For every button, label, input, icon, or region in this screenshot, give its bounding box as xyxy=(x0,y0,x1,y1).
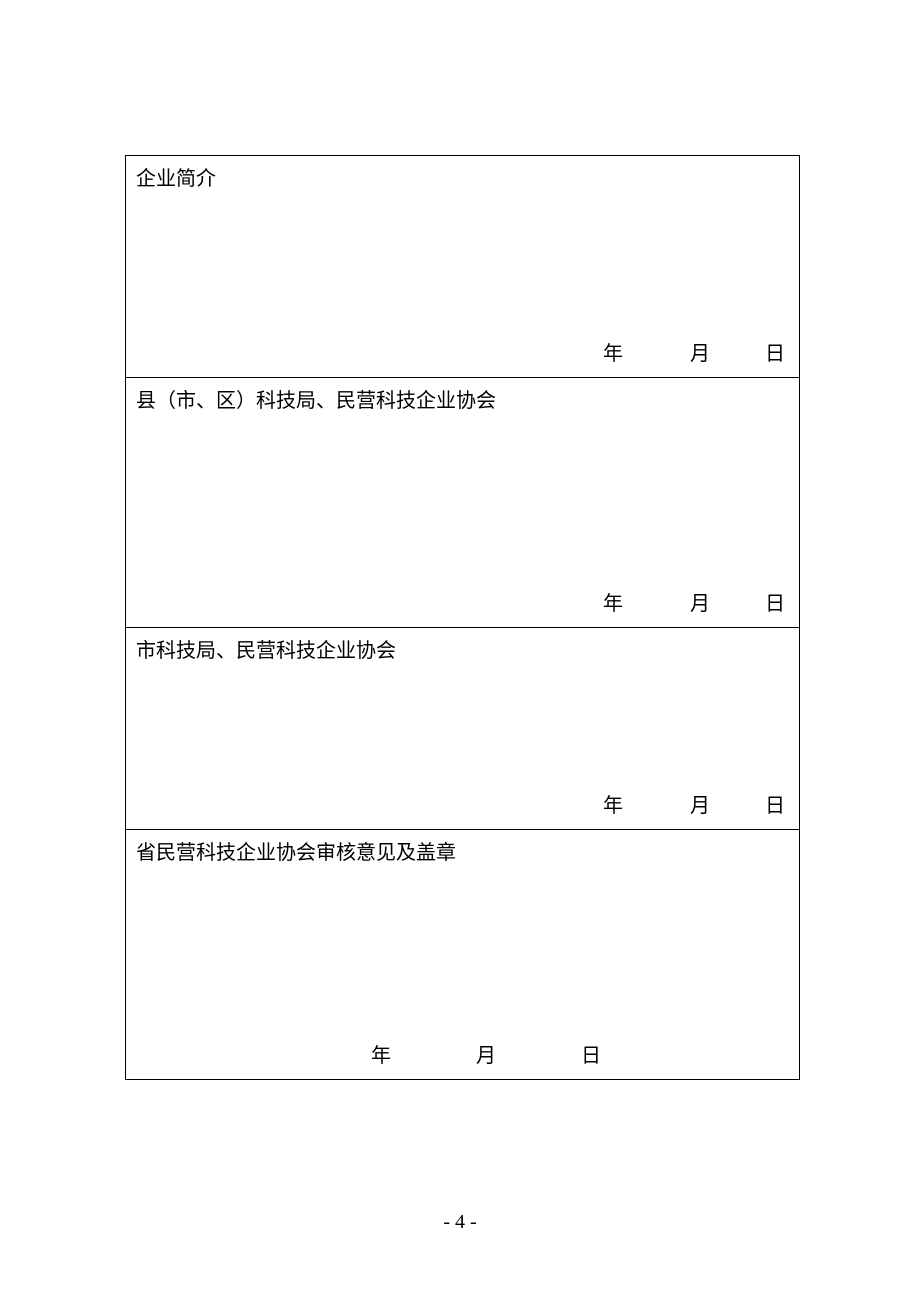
city-bureau-label: 市科技局、民营科技企业协会 xyxy=(136,636,789,666)
city-bureau-cell[interactable]: 市科技局、民营科技企业协会 年 月 日 xyxy=(126,628,800,830)
row1-month: 月 xyxy=(628,339,710,369)
row3-day: 日 xyxy=(715,791,785,821)
approval-form-table: 企业简介 年 月 日 县（市、区）科技局、民营科技企业协会 年 月 日 市科技局 xyxy=(125,155,800,1080)
row4-day: 日 xyxy=(501,1041,601,1071)
row3-month: 月 xyxy=(628,791,710,821)
page-number: - 4 - xyxy=(0,1211,920,1234)
row1-date-line[interactable]: 年 月 日 xyxy=(541,339,785,369)
row4-year: 年 xyxy=(291,1041,391,1071)
row3-date-line[interactable]: 年 月 日 xyxy=(541,791,785,821)
row1-year: 年 xyxy=(541,339,623,369)
row2-month: 月 xyxy=(628,589,710,619)
row1-day: 日 xyxy=(715,339,785,369)
row2-day: 日 xyxy=(715,589,785,619)
row4-date-line[interactable]: 年 月 日 xyxy=(291,1041,601,1071)
company-intro-label: 企业简介 xyxy=(136,164,789,194)
county-bureau-cell[interactable]: 县（市、区）科技局、民营科技企业协会 年 月 日 xyxy=(126,378,800,628)
row3-year: 年 xyxy=(541,791,623,821)
row2-year: 年 xyxy=(541,589,623,619)
province-assoc-cell[interactable]: 省民营科技企业协会审核意见及盖章 年 月 日 xyxy=(126,830,800,1080)
county-bureau-label: 县（市、区）科技局、民营科技企业协会 xyxy=(136,386,789,416)
province-assoc-label: 省民营科技企业协会审核意见及盖章 xyxy=(136,838,789,868)
company-intro-cell[interactable]: 企业简介 年 月 日 xyxy=(126,156,800,378)
row2-date-line[interactable]: 年 月 日 xyxy=(541,589,785,619)
row4-month: 月 xyxy=(396,1041,496,1071)
page-container: 企业简介 年 月 日 县（市、区）科技局、民营科技企业协会 年 月 日 市科技局 xyxy=(0,0,920,1080)
